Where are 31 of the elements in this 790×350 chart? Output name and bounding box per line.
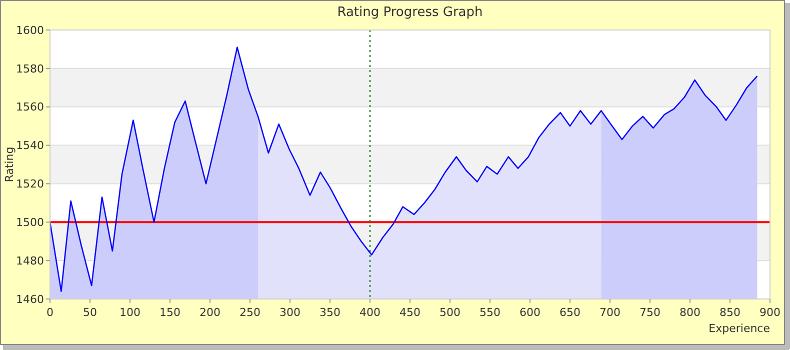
y-tick-label: 1580 — [16, 62, 44, 76]
x-tick-label: 150 — [160, 306, 180, 319]
x-tick-label: 450 — [400, 306, 420, 319]
x-tick-label: 50 — [83, 306, 97, 319]
chart-title: Rating Progress Graph — [337, 5, 483, 20]
x-tick-label: 700 — [600, 306, 620, 319]
x-tick-label: 0 — [46, 306, 54, 319]
x-tick-label: 850 — [720, 306, 740, 319]
x-tick-label: 500 — [440, 306, 460, 319]
y-tick-label: 1480 — [16, 254, 44, 268]
x-tick-label: 800 — [680, 306, 700, 319]
line-series — [49, 46, 758, 292]
y-axis-title: Rating — [3, 146, 16, 182]
x-axis-title: Experience — [708, 322, 770, 335]
x-tick-label: 650 — [560, 306, 580, 319]
y-tick-label: 1540 — [16, 139, 44, 152]
y-tick-label: 1520 — [16, 178, 44, 191]
x-tick-label: 300 — [280, 306, 300, 319]
x-tick-label: 100 — [120, 306, 140, 319]
y-tick-label: 1460 — [16, 292, 44, 306]
x-tick-label: 400 — [360, 306, 380, 319]
y-tick-label: 1500 — [16, 216, 44, 229]
x-tick-label: 250 — [240, 306, 260, 319]
x-tick-label: 750 — [640, 306, 660, 319]
x-tick-label: 900 — [760, 306, 780, 319]
x-tick-label: 550 — [480, 306, 500, 319]
x-tick-label: 200 — [200, 306, 220, 319]
y-tick-label: 1600 — [16, 24, 44, 37]
y-tick-label: 1560 — [16, 100, 44, 114]
x-tick-label: 600 — [520, 306, 540, 319]
x-tick-label: 350 — [320, 306, 340, 319]
